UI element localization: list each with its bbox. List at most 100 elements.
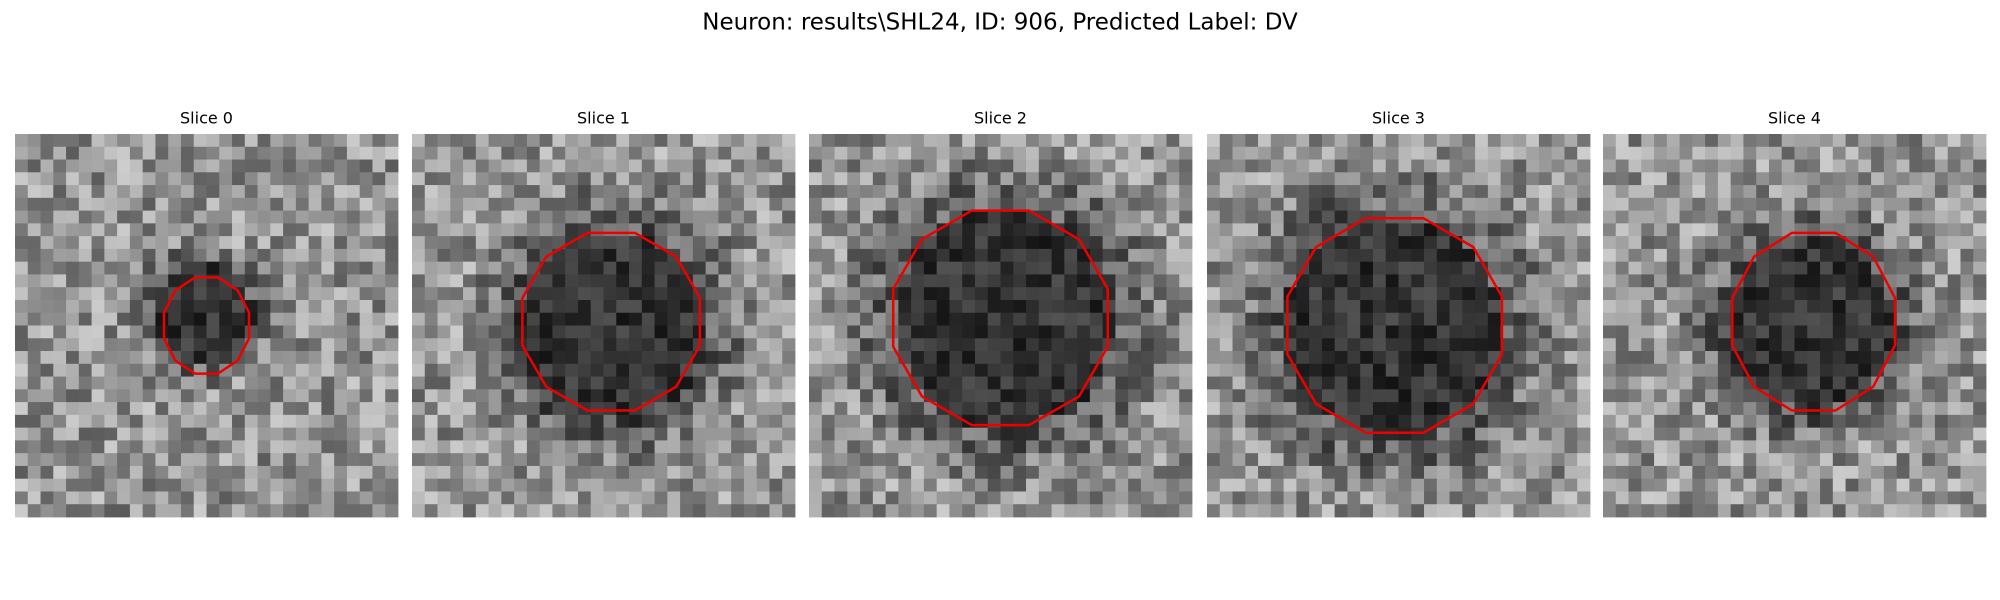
pixel (1973, 504, 1987, 518)
pixel (1717, 325, 1732, 339)
pixel (1743, 491, 1757, 505)
pixel (1794, 210, 1808, 224)
pixel (782, 146, 796, 160)
pixel (923, 146, 938, 160)
pixel (346, 223, 361, 237)
pixel (1883, 478, 1898, 492)
pixel (1077, 287, 1091, 301)
pixel (1947, 261, 1961, 275)
pixel (731, 427, 745, 441)
pixel (1756, 376, 1770, 390)
pixel (1960, 223, 1974, 237)
pixel (1717, 134, 1732, 148)
pixel (1334, 427, 1348, 441)
pixel (78, 389, 92, 403)
pixel (769, 197, 783, 211)
pixel (1577, 478, 1591, 492)
pixel (78, 172, 92, 186)
pixel (437, 453, 451, 467)
pixel (923, 376, 938, 390)
pixel (1077, 351, 1091, 365)
pixel (1296, 312, 1310, 326)
pixel (756, 351, 770, 365)
pixel (1934, 363, 1949, 377)
pixel (1258, 146, 1272, 160)
pixel (1960, 236, 1974, 250)
pixel (1258, 363, 1272, 377)
pixel (1526, 223, 1540, 237)
pixel (1666, 299, 1680, 314)
pixel (1321, 287, 1336, 301)
pixel (1000, 363, 1014, 377)
pixel (142, 427, 156, 441)
pixel (1871, 185, 1885, 199)
pixel (731, 312, 745, 326)
pixel (372, 325, 386, 339)
pixel (1270, 299, 1284, 314)
pixel (359, 185, 373, 199)
pixel (1436, 312, 1450, 326)
pixel (1064, 325, 1078, 339)
pixel (1462, 210, 1476, 224)
pixel (667, 389, 681, 403)
pixel (193, 287, 207, 301)
pixel (1436, 146, 1450, 160)
pixel (1179, 299, 1193, 314)
pixel (1692, 465, 1706, 480)
pixel (1705, 478, 1719, 492)
pixel (488, 223, 502, 237)
pixel (1960, 210, 1974, 224)
pixel (1372, 389, 1387, 403)
pixel (769, 261, 783, 275)
pixel (1424, 491, 1438, 505)
pixel (911, 185, 925, 199)
pixel (334, 453, 348, 467)
pixel (1960, 146, 1974, 160)
pixel (667, 146, 681, 160)
pixel (1513, 478, 1527, 492)
pixel (705, 261, 719, 275)
pixel (1347, 210, 1361, 224)
pixel (1115, 504, 1129, 518)
pixel (1207, 159, 1221, 173)
pixel (412, 376, 426, 390)
pixel (270, 197, 284, 211)
pixel (872, 440, 886, 454)
pixel (1526, 146, 1540, 160)
pixel (1270, 210, 1284, 224)
pixel (1807, 351, 1821, 365)
pixel (1756, 504, 1770, 518)
pixel (1845, 376, 1859, 390)
pixel (1717, 453, 1732, 467)
pixel (885, 478, 899, 492)
pixel (1858, 197, 1872, 211)
pixel (321, 312, 335, 326)
pixel (1947, 363, 1961, 377)
pixel (1449, 185, 1463, 199)
pixel (206, 440, 220, 454)
pixel (1705, 440, 1719, 454)
pixel (1692, 210, 1706, 224)
pixel (1038, 338, 1052, 352)
pixel (1309, 197, 1323, 211)
pixel (372, 185, 386, 199)
pixel (53, 465, 67, 480)
pixel (346, 351, 361, 365)
pixel (1296, 146, 1310, 160)
pixel (1449, 427, 1463, 441)
pixel (667, 223, 681, 237)
pixel (475, 465, 489, 480)
pixel (53, 185, 67, 199)
pixel (616, 287, 630, 301)
pixel (1398, 274, 1412, 288)
pixel (180, 299, 195, 314)
pixel (117, 248, 131, 263)
pixel (1179, 261, 1193, 275)
pixel (1564, 325, 1578, 339)
pixel (193, 491, 207, 505)
pixel (321, 146, 335, 160)
pixel (257, 325, 271, 339)
pixel (1513, 134, 1527, 148)
pixel (488, 197, 502, 211)
pixel (346, 197, 361, 211)
